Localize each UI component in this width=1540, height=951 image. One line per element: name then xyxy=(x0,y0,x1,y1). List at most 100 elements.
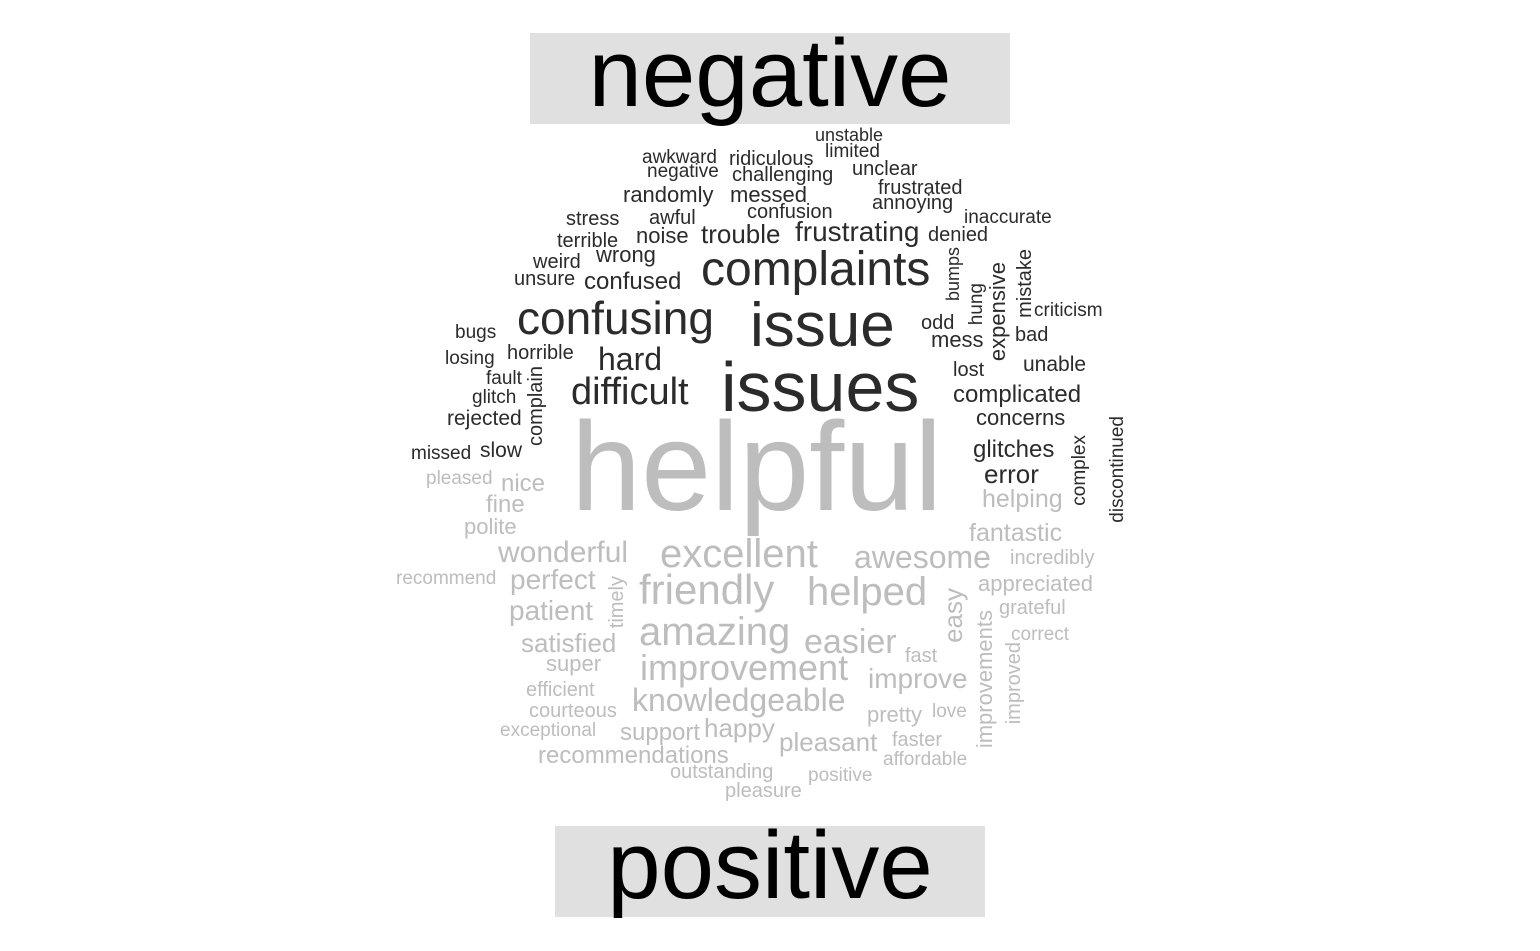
positive-word-helpful: helpful xyxy=(571,396,943,537)
negative-word-unstable: unstable xyxy=(815,125,884,145)
negative-word-terrible: terrible xyxy=(557,230,619,252)
negative-panel-title: negative xyxy=(588,20,952,127)
negative-word-challenging: challenging xyxy=(732,164,834,186)
positive-word-polite: polite xyxy=(464,514,517,539)
negative-word-bad: bad xyxy=(1015,324,1049,346)
negative-word-limited: limited xyxy=(825,141,880,162)
positive-word-outstanding: outstanding xyxy=(670,761,774,783)
positive-word-happy: happy xyxy=(704,713,775,743)
negative-word-noise: noise xyxy=(636,223,689,248)
positive-word-recommend: recommend xyxy=(396,568,497,589)
positive-word-pleased: pleased xyxy=(426,468,493,489)
positive-word-incredibly: incredibly xyxy=(1010,547,1095,569)
negative-word-discontinued: discontinued xyxy=(1107,416,1128,523)
negative-word-rejected: rejected xyxy=(447,407,522,430)
negative-word-stress: stress xyxy=(566,208,620,230)
positive-word-correct: correct xyxy=(1011,624,1070,645)
negative-word-mess: mess xyxy=(931,327,984,352)
negative-word-mistake: mistake xyxy=(1014,249,1036,318)
positive-word-grateful: grateful xyxy=(999,597,1066,619)
negative-word-bumps: bumps xyxy=(943,247,963,302)
negative-word-denied: denied xyxy=(928,224,989,246)
positive-word-wonderful: wonderful xyxy=(498,536,629,569)
negative-word-annoying: annoying xyxy=(872,192,954,214)
positive-word-recommendations: recommendations xyxy=(538,742,729,769)
positive-word-amazing: amazing xyxy=(639,610,791,654)
positive-word-easier: easier xyxy=(804,623,897,661)
negative-word-lost: lost xyxy=(953,359,985,381)
negative-word-confusion: confusion xyxy=(747,201,833,223)
negative-word-issue: issue xyxy=(750,291,895,360)
positive-word-easy: easy xyxy=(938,588,968,643)
positive-word-friendly: friendly xyxy=(639,566,775,613)
positive-word-pleasant: pleasant xyxy=(779,727,878,757)
positive-word-satisfied: satisfied xyxy=(521,628,617,658)
negative-word-concerns: concerns xyxy=(976,405,1066,430)
positive-word-fine: fine xyxy=(486,491,525,518)
negative-word-hard: hard xyxy=(598,341,663,377)
positive-word-patient: patient xyxy=(509,595,594,626)
positive-word-pretty: pretty xyxy=(867,702,923,727)
negative-word-unsure: unsure xyxy=(514,268,576,290)
positive-word-nice: nice xyxy=(501,470,546,497)
positive-word-love: love xyxy=(932,701,967,722)
negative-word-randomly: randomly xyxy=(623,182,714,207)
negative-word-glitches: glitches xyxy=(973,436,1055,463)
negative-panel xyxy=(530,33,1010,124)
negative-word-confusing: confusing xyxy=(517,292,714,344)
positive-panel xyxy=(555,826,985,917)
positive-panel-title: positive xyxy=(607,812,933,919)
negative-word-awkward: awkward xyxy=(642,147,717,168)
positive-word-fantastic: fantastic xyxy=(969,519,1063,547)
negative-word-frustrated: frustrated xyxy=(878,177,963,199)
negative-word-unable: unable xyxy=(1023,353,1087,376)
negative-word-expensive: expensive xyxy=(985,262,1010,362)
positive-word-knowledgeable: knowledgeable xyxy=(632,682,846,718)
positive-word-affordable: affordable xyxy=(883,749,968,770)
negative-word-negative: negative xyxy=(647,161,719,182)
positive-word-exceptional: exceptional xyxy=(500,720,597,741)
positive-word-positive: positive xyxy=(808,765,873,786)
negative-word-complain: complain xyxy=(525,366,547,447)
negative-word-frustrating: frustrating xyxy=(795,216,920,247)
negative-word-missed: missed xyxy=(411,443,472,464)
negative-word-odd: odd xyxy=(921,312,955,334)
negative-word-issues: issues xyxy=(721,348,920,426)
negative-word-messed: messed xyxy=(730,182,808,207)
positive-word-fast: fast xyxy=(905,645,938,667)
negative-word-inaccurate: inaccurate xyxy=(964,207,1052,228)
negative-word-awful: awful xyxy=(649,207,696,229)
negative-word-hung: hung xyxy=(966,283,987,326)
positive-word-improved: improved xyxy=(1003,642,1025,725)
negative-word-wrong: wrong xyxy=(596,242,656,267)
positive-word-appreciated: appreciated xyxy=(978,571,1093,596)
negative-word-complex: complex xyxy=(1069,435,1090,506)
negative-word-fault: fault xyxy=(486,368,522,389)
negative-word-horrible: horrible xyxy=(507,342,574,364)
negative-word-losing: losing xyxy=(445,348,495,369)
negative-word-slow: slow xyxy=(480,439,523,462)
positive-word-courteous: courteous xyxy=(529,700,617,722)
positive-word-helping: helping xyxy=(982,485,1063,513)
negative-word-error: error xyxy=(984,459,1039,489)
negative-word-glitch: glitch xyxy=(472,387,517,408)
negative-word-ridiculous: ridiculous xyxy=(729,148,814,170)
positive-word-awesome: awesome xyxy=(854,539,991,575)
negative-word-complicated: complicated xyxy=(953,381,1082,408)
negative-word-trouble: trouble xyxy=(701,219,781,249)
negative-word-complaints: complaints xyxy=(701,243,931,296)
positive-word-support: support xyxy=(620,719,701,746)
positive-word-pleasure: pleasure xyxy=(725,780,802,802)
positive-word-faster: faster xyxy=(892,729,943,751)
positive-word-improvements: improvements xyxy=(972,610,997,749)
negative-word-confused: confused xyxy=(584,268,682,295)
positive-word-excellent: excellent xyxy=(660,532,818,576)
positive-word-helped: helped xyxy=(807,570,928,614)
positive-word-efficient: efficient xyxy=(526,679,595,701)
positive-word-perfect: perfect xyxy=(510,564,596,595)
negative-word-bugs: bugs xyxy=(455,322,497,343)
negative-word-difficult: difficult xyxy=(571,371,689,413)
positive-word-improve: improve xyxy=(868,663,968,694)
positive-word-timely: timely xyxy=(606,576,628,629)
